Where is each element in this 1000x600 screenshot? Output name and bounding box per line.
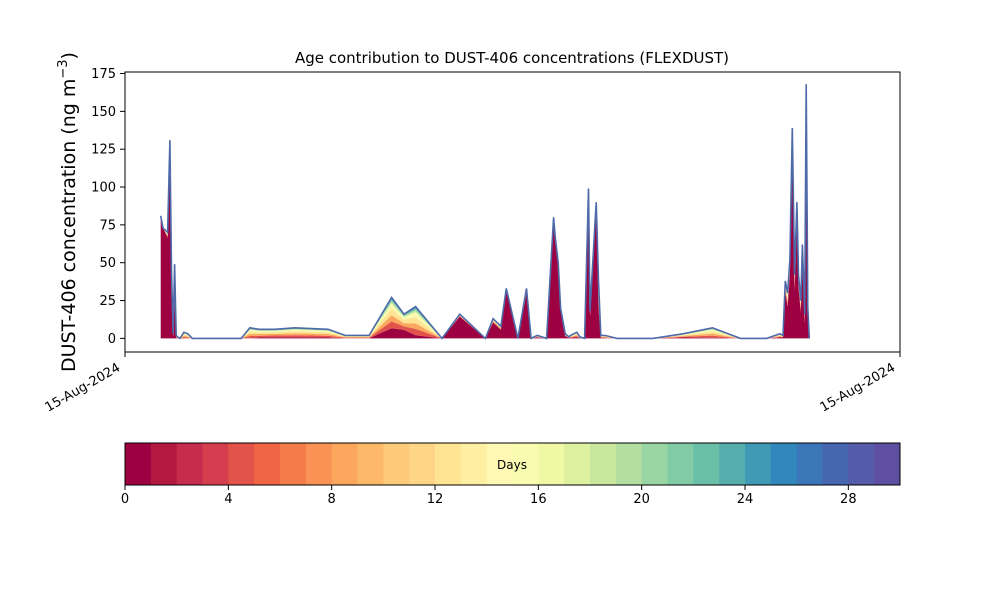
colorbar-cell bbox=[202, 443, 229, 485]
y-axis-ticks: 0 25 50 75 100 125 150 175 bbox=[91, 67, 125, 347]
colorbar-cell bbox=[409, 443, 436, 485]
colorbar-tick-label: 8 bbox=[328, 492, 336, 507]
y-tick-label: 150 bbox=[91, 105, 116, 120]
colorbar-cell bbox=[228, 443, 255, 485]
y-tick-label: 50 bbox=[99, 256, 116, 271]
colorbar-cell bbox=[770, 443, 798, 485]
colorbar-cell bbox=[745, 443, 772, 485]
age-band-area bbox=[160, 109, 810, 339]
colorbar-cell bbox=[848, 443, 875, 485]
colorbar-cell bbox=[176, 443, 203, 485]
colorbar-cell bbox=[564, 443, 591, 485]
colorbar-frame bbox=[124, 442, 901, 486]
colorbar-cell bbox=[590, 443, 617, 485]
y-tick-label: 175 bbox=[91, 67, 116, 82]
colorbar-cell bbox=[719, 443, 746, 485]
colorbar-label: Days bbox=[497, 458, 527, 472]
colorbar-cell bbox=[435, 443, 462, 485]
age-band-area bbox=[160, 93, 810, 339]
colorbar-cell bbox=[460, 443, 488, 485]
colorbar-tick-label: 12 bbox=[427, 492, 444, 507]
colorbar-cell bbox=[357, 443, 384, 485]
colorbar-cell bbox=[331, 443, 358, 485]
chart-title: Age contribution to DUST-406 concentrati… bbox=[295, 49, 729, 67]
colorbar-ticks: 0 4 8 12 16 20 24 28 bbox=[121, 485, 857, 507]
y-axis-label-exponent: −3 bbox=[56, 59, 71, 78]
y-axis-label-main: DUST-406 concentration (ng m bbox=[58, 79, 80, 372]
colorbar-cell bbox=[305, 443, 333, 485]
colorbar-tick-label: 20 bbox=[633, 492, 650, 507]
colorbar-cell bbox=[280, 443, 307, 485]
age-band-area bbox=[160, 85, 810, 339]
colorbar-cell bbox=[254, 443, 281, 485]
colorbar-tick-label: 0 bbox=[121, 492, 129, 507]
colorbar-cell bbox=[150, 443, 178, 485]
y-tick-label: 0 bbox=[108, 332, 116, 347]
y-tick-label: 125 bbox=[91, 143, 116, 158]
colorbar-cell bbox=[667, 443, 694, 485]
colorbar-tick-label: 28 bbox=[840, 492, 857, 507]
colorbar-cell bbox=[538, 443, 565, 485]
age-band-area bbox=[160, 103, 810, 339]
colorbar-tick-label: 16 bbox=[530, 492, 547, 507]
y-tick-label: 25 bbox=[99, 294, 116, 309]
x-tick-label: 15-Aug-2024 bbox=[43, 360, 123, 415]
total-outline-line bbox=[159, 84, 811, 340]
colorbar-cell bbox=[125, 443, 152, 485]
y-tick-label: 75 bbox=[99, 218, 116, 233]
colorbar-cell bbox=[796, 443, 823, 485]
colorbar-cell bbox=[615, 443, 643, 485]
age-band-area bbox=[160, 84, 810, 339]
colorbar-cell bbox=[486, 443, 513, 485]
colorbar-cell bbox=[874, 443, 901, 485]
colorbar-cell bbox=[641, 443, 668, 485]
x-axis-ticks: 15-Aug-2024 15-Aug-2024 bbox=[43, 352, 901, 416]
colorbar bbox=[125, 443, 901, 485]
x-tick-label: 15-Aug-2024 bbox=[818, 360, 898, 415]
colorbar-tick-label: 4 bbox=[224, 492, 232, 507]
y-axis-label: DUST-406 concentration (ng m−3) bbox=[56, 52, 80, 372]
age-band-area bbox=[160, 87, 810, 339]
colorbar-cell bbox=[512, 443, 539, 485]
y-axis-label-close: ) bbox=[58, 52, 80, 59]
age-band-area bbox=[160, 98, 810, 339]
colorbar-tick-label: 24 bbox=[737, 492, 754, 507]
colorbar-cell bbox=[822, 443, 849, 485]
age-band-area bbox=[160, 89, 810, 339]
colorbar-cell bbox=[383, 443, 410, 485]
plot-areas bbox=[159, 84, 811, 340]
colorbar-cell bbox=[693, 443, 720, 485]
y-tick-label: 100 bbox=[91, 181, 116, 196]
plot-frame bbox=[124, 71, 901, 353]
